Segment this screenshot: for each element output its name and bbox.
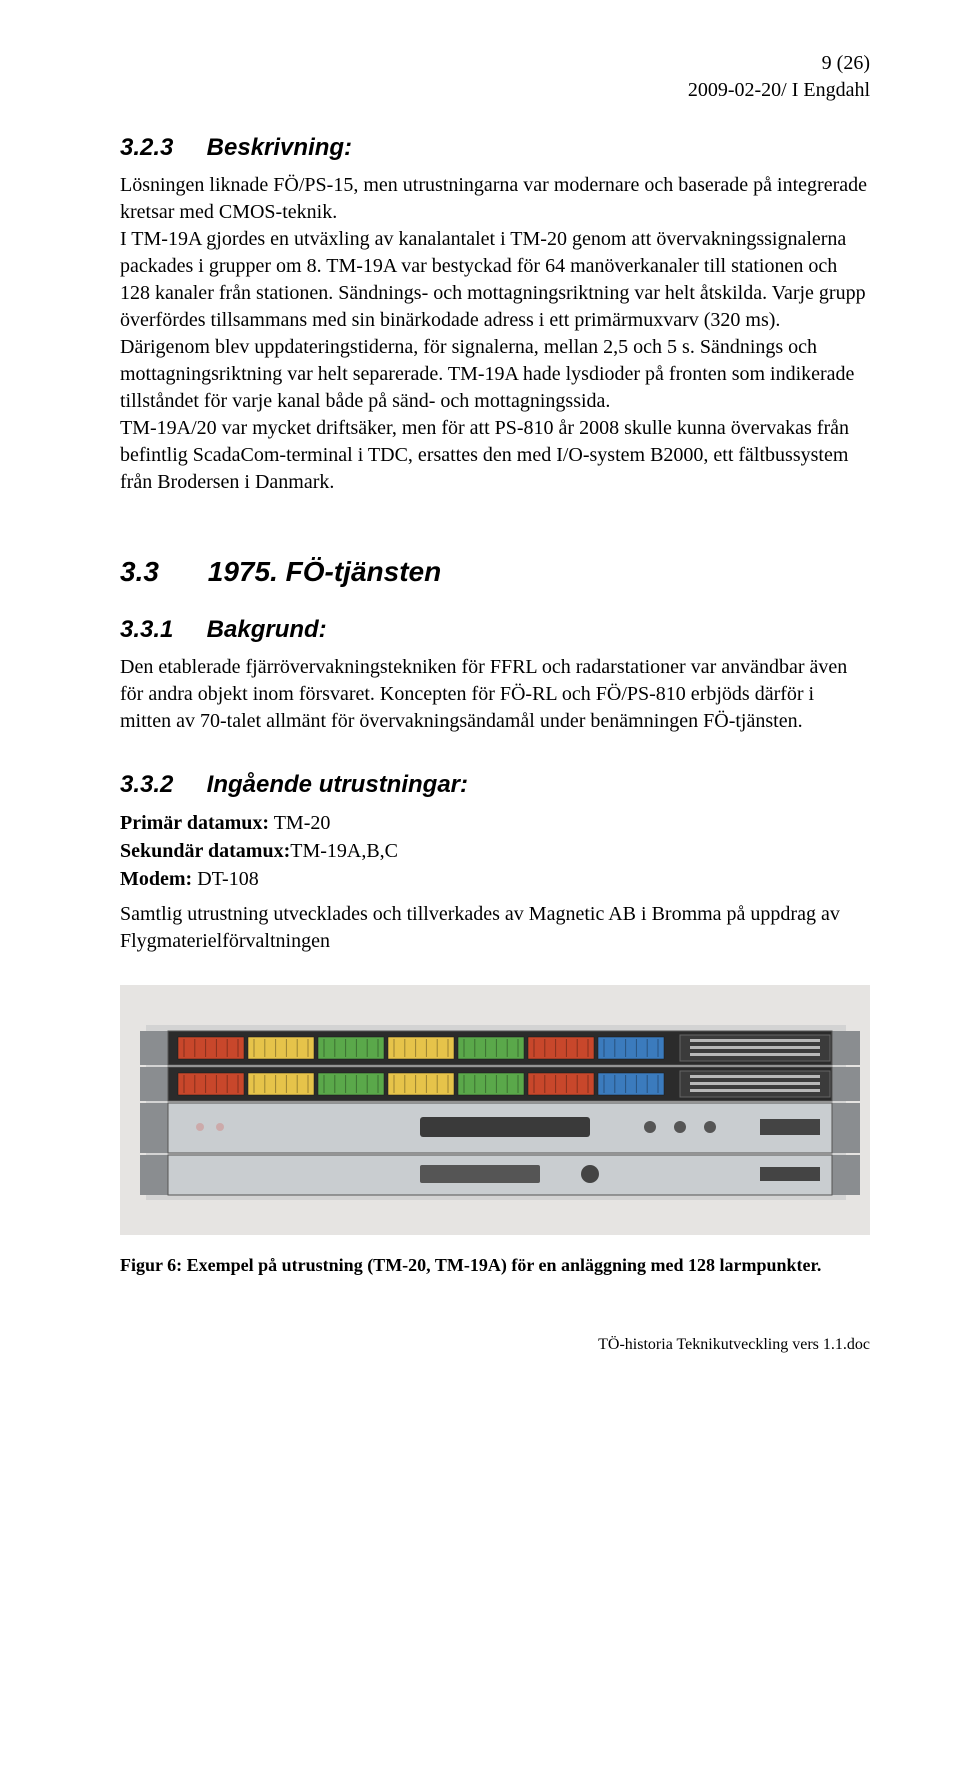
heading-3-3: 3.3 1975. FÖ-tjänsten [120,556,870,588]
heading-number: 3.3.2 [120,771,200,799]
equip-value: TM-20 [269,812,330,834]
heading-number: 3.3.1 [120,616,200,644]
page-footer: TÖ-historia Teknikutveckling vers 1.1.do… [120,1336,870,1354]
equip-value: DT-108 [192,868,258,890]
date-author: 2009-02-20/ I Engdahl [120,77,870,104]
equipment-rack-image [120,985,870,1235]
body-text-332: Samtlig utrustning utvecklades och tillv… [120,901,870,955]
page-number: 9 (26) [120,50,870,77]
heading-3-3-2: 3.3.2 Ingående utrustningar: [120,771,870,799]
figure-6 [120,985,870,1235]
paragraph: Lösningen liknade FÖ/PS-15, men utrustni… [120,174,867,493]
page-header: 9 (26) 2009-02-20/ I Engdahl [120,50,870,104]
document-page: 9 (26) 2009-02-20/ I Engdahl 3.2.3 Beskr… [0,0,960,1384]
heading-3-3-1: 3.3.1 Bakgrund: [120,616,870,644]
heading-title: Ingående utrustningar: [207,771,468,798]
paragraph: Samtlig utrustning utvecklades och tillv… [120,903,840,952]
equip-label: Sekundär datamux: [120,840,290,862]
equipment-list: Primär datamux: TM-20 Sekundär datamux:T… [120,809,870,893]
equip-label: Primär datamux: [120,812,269,834]
body-text-323: Lösningen liknade FÖ/PS-15, men utrustni… [120,172,870,496]
equip-row: Sekundär datamux:TM-19A,B,C [120,837,870,865]
equip-row: Primär datamux: TM-20 [120,809,870,837]
equip-value: TM-19A,B,C [290,840,398,862]
heading-number: 3.2.3 [120,134,200,162]
heading-number: 3.3 [120,556,200,588]
heading-title: Bakgrund: [207,616,327,643]
body-text-331: Den etablerade fjärrövervakningstekniken… [120,654,870,735]
heading-title: 1975. FÖ-tjänsten [208,556,441,587]
heading-title: Beskrivning: [207,134,352,161]
figure-caption: Figur 6: Exempel på utrustning (TM-20, T… [120,1255,870,1276]
heading-3-2-3: 3.2.3 Beskrivning: [120,134,870,162]
equip-row: Modem: DT-108 [120,865,870,893]
paragraph: Den etablerade fjärrövervakningstekniken… [120,656,847,732]
equip-label: Modem: [120,868,192,890]
